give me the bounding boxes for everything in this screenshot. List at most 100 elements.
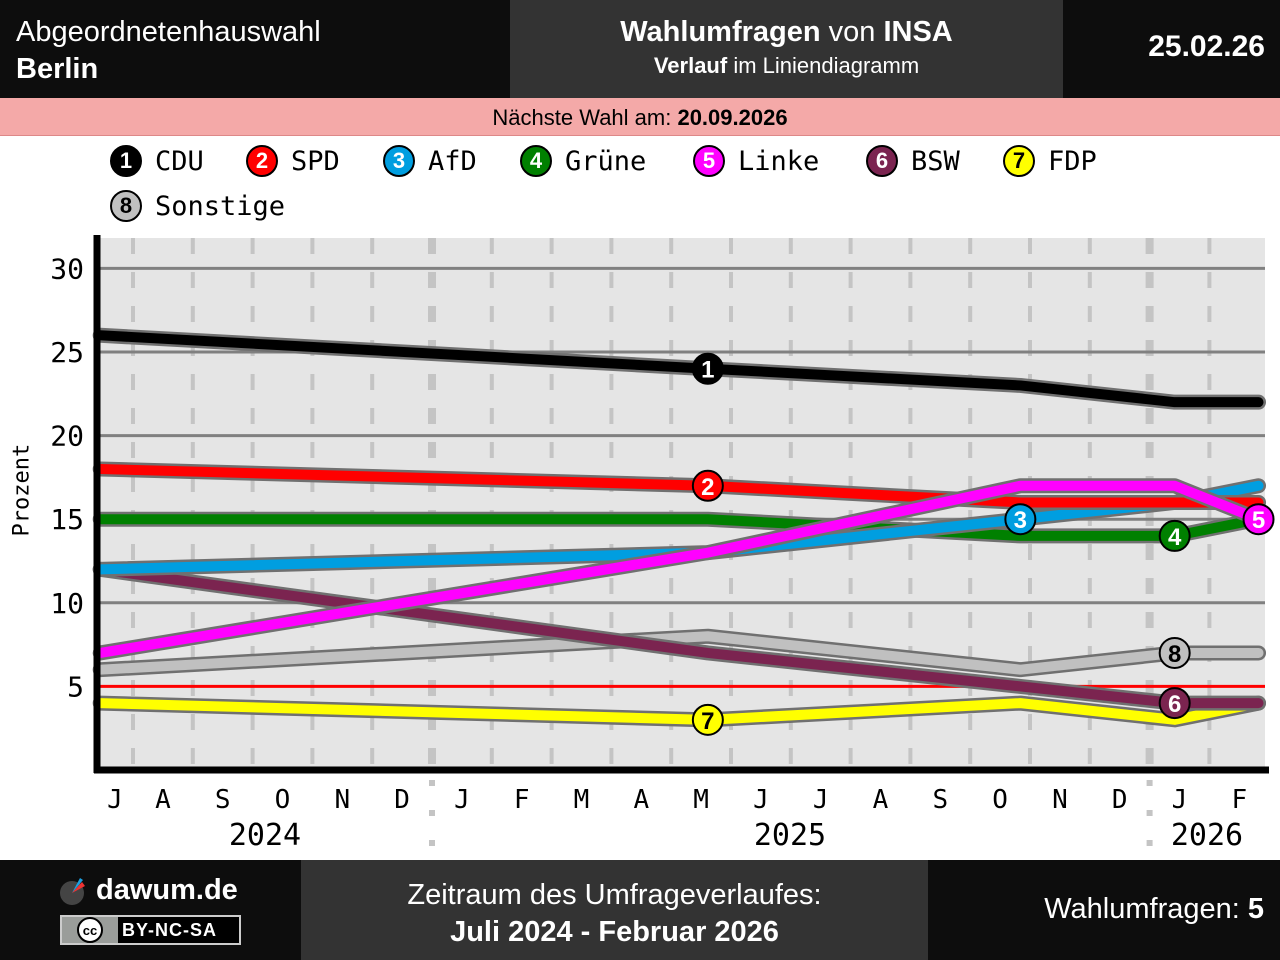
legend-item-grüne: 4 Grüne	[520, 145, 646, 177]
period-label: Zeitraum des Umfrageverlaufes:	[407, 879, 822, 911]
x-month-label: J	[107, 785, 123, 815]
data-point	[1173, 501, 1176, 504]
x-year-label: 2026	[1171, 818, 1243, 853]
brand-link[interactable]: dawum.de	[96, 874, 238, 906]
center-bold: Wahlumfragen	[620, 16, 821, 48]
header-date: 25.02.26	[1063, 0, 1280, 98]
data-point	[1257, 484, 1260, 487]
y-tick-label: 5	[67, 670, 84, 703]
footer-period: Zeitraum des Umfrageverlaufes: Juli 2024…	[301, 860, 928, 960]
legend-marker: 5	[693, 145, 725, 177]
legend-item-bsw: 6 BSW	[866, 145, 960, 177]
marker-number: 6	[1168, 691, 1181, 718]
y-tick-label: 20	[50, 420, 84, 453]
data-point	[1019, 484, 1022, 487]
polls-count: 5	[1247, 893, 1264, 925]
x-month-label: J	[813, 785, 829, 815]
marker-number: 1	[701, 357, 714, 384]
legend-marker: 8	[110, 190, 142, 222]
x-month-label: D	[394, 785, 410, 815]
x-month-label: S	[932, 785, 948, 815]
data-point	[1257, 651, 1260, 654]
x-month-label: F	[514, 785, 530, 815]
series-linke	[92, 478, 1267, 661]
x-month-label: M	[693, 785, 709, 815]
y-tick-label: 30	[50, 252, 84, 285]
y-tick-label: 10	[50, 587, 84, 620]
header-title: Abgeordnetenhauswahl Berlin	[0, 0, 510, 98]
data-point	[1257, 501, 1260, 504]
title-line1: Abgeordnetenhauswahl	[16, 16, 321, 48]
legend-label: FDP	[1048, 145, 1097, 177]
sub-bold: Verlauf	[653, 53, 728, 78]
data-point	[1019, 685, 1022, 688]
marker-circle	[691, 352, 724, 385]
next-election-bar: Nächste Wahl am: 20.09.2026	[0, 98, 1280, 136]
series-marker-1: 1	[691, 352, 724, 385]
data-point	[1019, 668, 1022, 671]
legend-item-linke: 5 Linke	[693, 145, 819, 177]
x-month-label: O	[275, 785, 291, 815]
period-value: Juli 2024 - Februar 2026	[450, 916, 779, 948]
next-election-date: 20.09.2026	[677, 105, 788, 130]
x-year-label: 2025	[754, 818, 826, 853]
footer-poll-count: Wahlumfragen: 5	[928, 860, 1280, 960]
legend-label: CDU	[155, 145, 204, 177]
data-point	[706, 635, 709, 638]
marker-circle	[1242, 503, 1275, 536]
marker-circle	[1158, 687, 1191, 720]
license-badge[interactable]: cc BY-NC-SA	[60, 915, 241, 945]
title-line2: Berlin	[16, 53, 99, 85]
legend-item-spd: 2 SPD	[246, 145, 340, 177]
marker-number: 3	[1014, 507, 1027, 534]
legend-label: Linke	[738, 145, 820, 177]
data-point	[1257, 702, 1260, 705]
data-point	[1257, 401, 1260, 404]
legend-label: Grüne	[565, 145, 647, 177]
data-point	[1019, 534, 1022, 537]
data-point	[706, 651, 709, 654]
x-month-label: A	[633, 785, 649, 815]
legend-label: Sonstige	[155, 190, 286, 222]
x-month-label: D	[1112, 785, 1128, 815]
x-year-label: 2024	[229, 818, 301, 853]
x-month-label: J	[454, 785, 470, 815]
legend-label: BSW	[911, 145, 960, 177]
legend-item-sonstige: 8 Sonstige	[110, 190, 285, 222]
license-text: BY-NC-SA	[122, 919, 218, 940]
legend-marker: 7	[1003, 145, 1035, 177]
data-point	[706, 518, 709, 521]
series-marker-7: 7	[691, 703, 724, 736]
marker-circle	[1004, 503, 1037, 536]
x-month-label: O	[992, 785, 1008, 815]
x-month-label: N	[334, 785, 350, 815]
marker-circle	[691, 703, 724, 736]
x-month-label: N	[1052, 785, 1068, 815]
header-center: Wahlumfragen von INSA Verlauf im Liniend…	[510, 0, 1063, 98]
legend-marker: 6	[866, 145, 898, 177]
series-marker-6: 6	[1158, 687, 1191, 720]
marker-circle	[1158, 519, 1191, 552]
legend-marker: 2	[246, 145, 278, 177]
y-tick-label: 15	[50, 503, 84, 536]
data-point	[1173, 718, 1176, 721]
marker-number: 8	[1168, 641, 1181, 668]
legend-label: SPD	[291, 145, 340, 177]
legend-label: AfD	[428, 145, 477, 177]
x-month-label: A	[155, 785, 171, 815]
marker-circle	[691, 469, 724, 502]
polls-label: Wahlumfragen:	[1044, 893, 1248, 925]
legend-item-fdp: 7 FDP	[1003, 145, 1097, 177]
y-tick-label: 25	[50, 336, 84, 369]
marker-number: 7	[701, 708, 714, 735]
marker-circle	[1158, 636, 1191, 669]
legend-marker: 3	[383, 145, 415, 177]
x-month-label: S	[215, 785, 231, 815]
next-election-label: Nächste Wahl am:	[492, 105, 678, 130]
footer-brand: dawum.de cc BY-NC-SA	[0, 860, 301, 960]
x-month-label: J	[753, 785, 769, 815]
data-point	[1019, 384, 1022, 387]
data-point	[1173, 484, 1176, 487]
data-point	[706, 551, 709, 554]
